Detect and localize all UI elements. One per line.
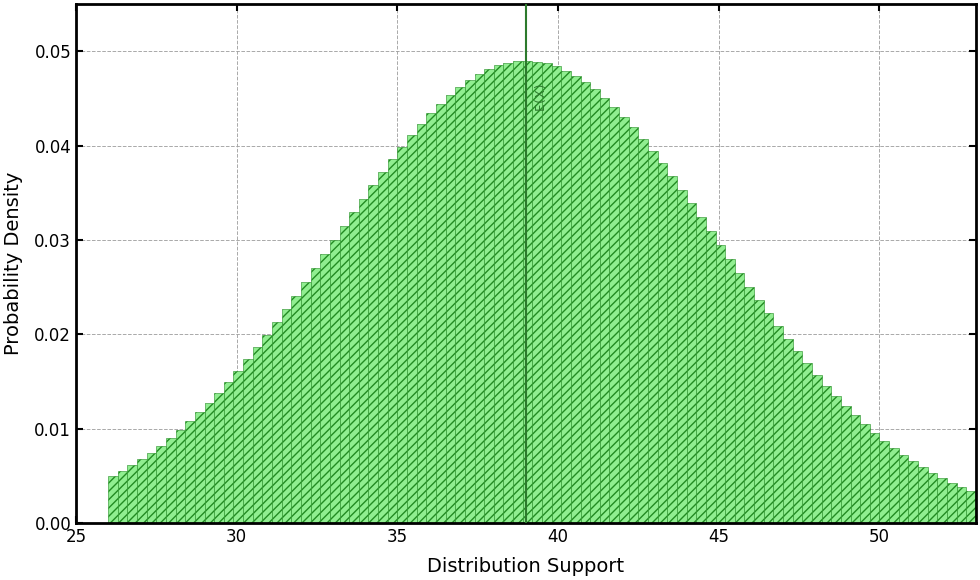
Bar <box>870 433 879 523</box>
Bar <box>301 282 311 523</box>
Bar <box>359 198 368 523</box>
Bar <box>474 74 484 523</box>
Bar <box>812 375 821 523</box>
Bar <box>166 438 175 523</box>
Bar <box>648 151 658 523</box>
Bar <box>889 448 899 523</box>
Bar <box>388 159 397 523</box>
Bar <box>330 240 339 523</box>
Bar <box>233 371 243 523</box>
Bar <box>687 203 696 523</box>
Bar <box>368 185 378 523</box>
Bar <box>108 476 118 523</box>
Bar <box>426 113 436 523</box>
Bar <box>899 455 908 523</box>
Y-axis label: Probability Density: Probability Density <box>4 172 24 355</box>
Bar <box>783 339 793 523</box>
Bar <box>745 287 754 523</box>
Bar <box>522 61 532 523</box>
Bar <box>243 360 253 523</box>
Bar <box>263 335 272 523</box>
Bar <box>223 382 233 523</box>
Bar <box>532 61 542 523</box>
Bar <box>860 425 870 523</box>
Bar <box>281 309 291 523</box>
Bar <box>773 327 783 523</box>
Bar <box>378 172 388 523</box>
Bar <box>821 386 831 523</box>
Bar <box>580 82 590 523</box>
X-axis label: Distribution Support: Distribution Support <box>427 557 624 576</box>
Bar <box>562 71 571 523</box>
Bar <box>610 107 619 523</box>
Bar <box>947 483 956 523</box>
Bar <box>195 412 205 523</box>
Bar <box>147 453 157 523</box>
Bar <box>677 190 687 523</box>
Bar <box>185 422 195 523</box>
Bar <box>908 461 918 523</box>
Bar <box>754 300 763 523</box>
Bar <box>937 478 947 523</box>
Bar <box>118 471 127 523</box>
Bar <box>272 322 281 523</box>
Bar <box>484 69 494 523</box>
Bar <box>571 76 580 523</box>
Bar <box>397 147 407 523</box>
Bar <box>291 296 301 523</box>
Bar <box>803 363 812 523</box>
Bar <box>831 396 841 523</box>
Bar <box>320 254 330 523</box>
Bar <box>514 61 522 523</box>
Bar <box>253 347 263 523</box>
Bar <box>851 415 860 523</box>
Bar <box>446 95 456 523</box>
Bar <box>735 273 745 523</box>
Bar <box>629 128 638 523</box>
Bar <box>715 245 725 523</box>
Bar <box>793 351 803 523</box>
Bar <box>638 139 648 523</box>
Bar <box>706 231 715 523</box>
Bar <box>465 80 474 523</box>
Bar <box>841 406 851 523</box>
Bar <box>542 63 552 523</box>
Bar <box>600 97 610 523</box>
Bar <box>407 135 416 523</box>
Bar <box>658 163 667 523</box>
Bar <box>215 393 223 523</box>
Bar <box>205 403 215 523</box>
Bar <box>456 87 465 523</box>
Bar <box>619 117 629 523</box>
Bar <box>175 430 185 523</box>
Bar <box>157 445 166 523</box>
Bar <box>696 217 706 523</box>
Bar <box>311 268 320 523</box>
Bar <box>956 487 966 523</box>
Bar <box>504 63 514 523</box>
Bar <box>763 313 773 523</box>
Bar <box>494 66 504 523</box>
Bar <box>667 176 677 523</box>
Bar <box>339 226 349 523</box>
Bar <box>349 212 359 523</box>
Bar <box>137 459 147 523</box>
Bar <box>725 259 735 523</box>
Bar <box>966 491 976 523</box>
Bar <box>918 467 928 523</box>
Bar <box>590 89 600 523</box>
Bar <box>928 473 937 523</box>
Text: E(X): E(X) <box>534 79 547 110</box>
Bar <box>436 104 446 523</box>
Bar <box>127 465 137 523</box>
Bar <box>416 124 426 523</box>
Bar <box>552 67 562 523</box>
Bar <box>879 441 889 523</box>
